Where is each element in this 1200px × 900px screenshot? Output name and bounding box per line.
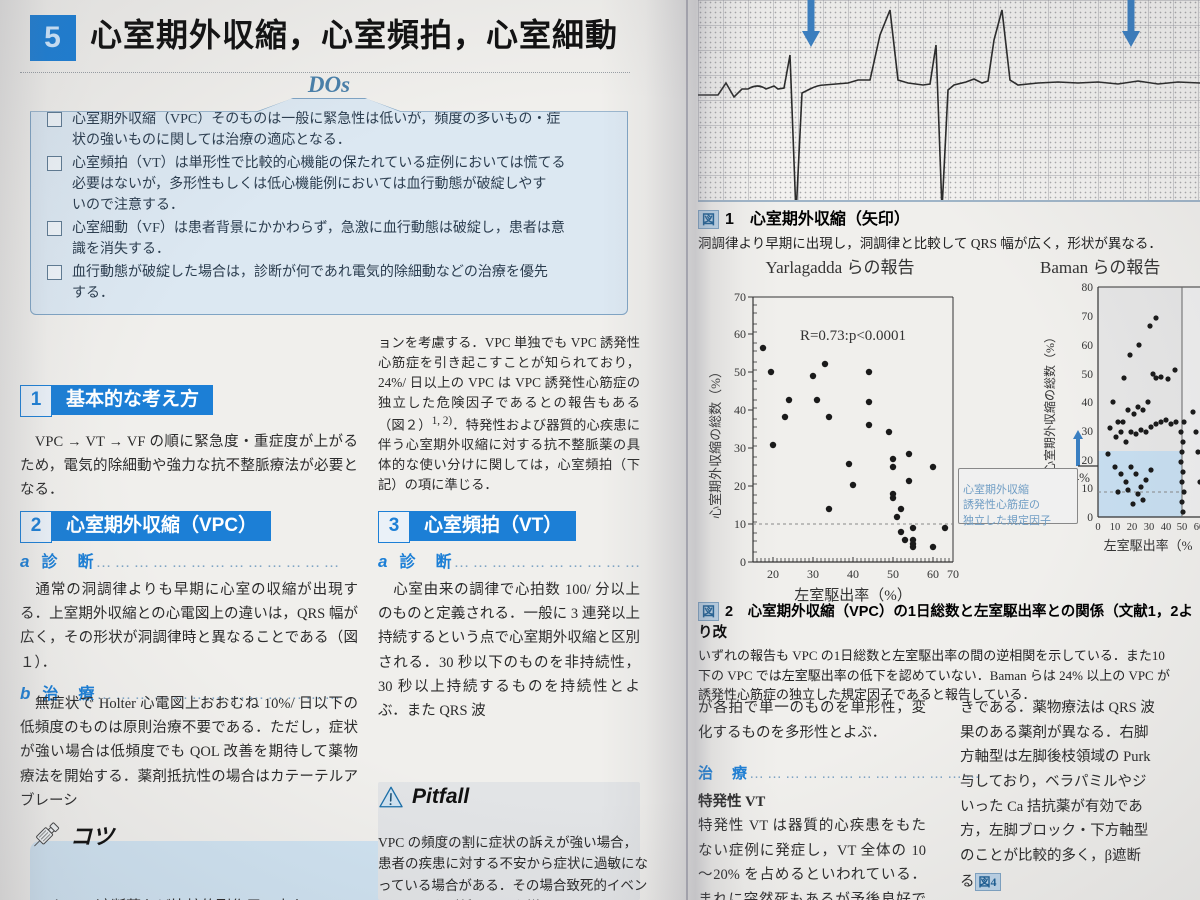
svg-text:0: 0 <box>740 555 746 569</box>
svg-text:心室期外収縮の総数（%）: 心室期外収縮の総数（%） <box>1042 331 1057 473</box>
svg-text:60: 60 <box>1082 340 1094 352</box>
svg-text:10: 10 <box>734 517 746 531</box>
svg-text:20: 20 <box>767 567 779 581</box>
svg-text:20: 20 <box>1127 522 1138 533</box>
svg-text:70: 70 <box>734 290 746 304</box>
svg-text:70: 70 <box>947 567 959 581</box>
svg-text:30: 30 <box>807 567 819 581</box>
svg-text:20: 20 <box>1082 455 1094 467</box>
svg-text:60: 60 <box>927 567 939 581</box>
svg-text:40: 40 <box>1161 522 1172 533</box>
svg-text:20: 20 <box>734 479 746 493</box>
svg-text:30: 30 <box>1082 426 1094 438</box>
svg-text:0: 0 <box>1095 522 1100 533</box>
svg-text:心室期外収縮の総数（%）: 心室期外収縮の総数（%） <box>708 365 723 519</box>
svg-text:30: 30 <box>734 441 746 455</box>
svg-text:50: 50 <box>887 567 899 581</box>
svg-text:70: 70 <box>1082 311 1094 323</box>
svg-text:40: 40 <box>734 403 746 417</box>
svg-text:10: 10 <box>1110 522 1121 533</box>
svg-text:50: 50 <box>1177 522 1188 533</box>
svg-text:50: 50 <box>734 365 746 379</box>
svg-text:80: 80 <box>1082 282 1094 294</box>
svg-text:40: 40 <box>1082 397 1094 409</box>
svg-text:0: 0 <box>1087 512 1093 524</box>
svg-text:左室駆出率（%: 左室駆出率（% <box>1104 538 1193 553</box>
svg-text:60: 60 <box>1194 522 1200 533</box>
svg-text:40: 40 <box>847 567 859 581</box>
svg-text:50: 50 <box>1082 369 1094 381</box>
svg-text:R=0.73:p<0.0001: R=0.73:p<0.0001 <box>800 328 906 344</box>
svg-text:30: 30 <box>1144 522 1155 533</box>
svg-text:60: 60 <box>734 327 746 341</box>
